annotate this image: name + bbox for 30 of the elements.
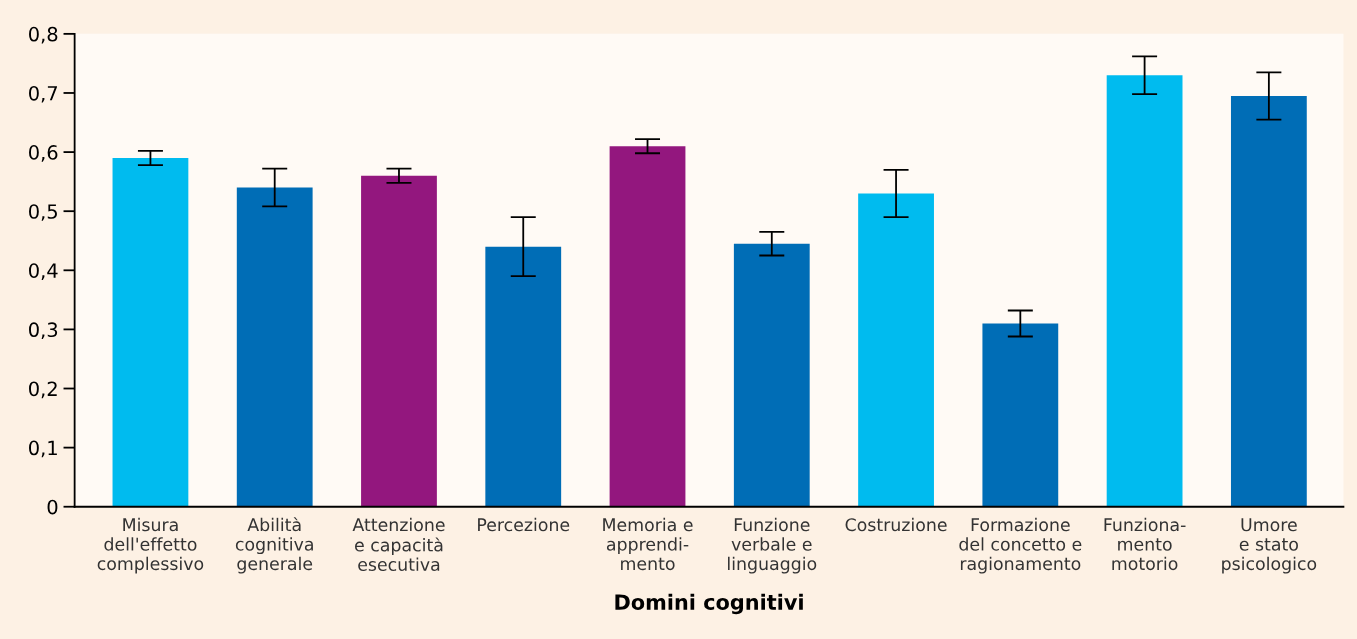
x-axis-title: Domini cognitivi [615,593,803,615]
x-tick-label: Percezione [478,517,570,532]
y-tick-label: 0,2 [29,381,57,399]
bar [733,243,810,507]
x-tick-label: Abilità cognitiva generale [235,517,313,574]
x-tick-label: Memoria e apprendi- mento [603,517,693,571]
bar [112,157,189,507]
y-tick-label: 0,8 [29,26,58,44]
y-tick-label: 0,5 [29,204,57,221]
x-tick-label: Attenzione e capacità esecutiva [352,517,445,571]
x-tick-label: Funzione verbale e linguaggio [728,517,817,574]
x-tick-label: Formazione del concetto e ragionamento [959,517,1082,574]
y-tick-label: 0,4 [29,263,58,280]
bar [361,175,437,507]
x-tick-label: Umore e stato psicologico [1222,518,1317,574]
y-tick-label: 0 [47,499,58,515]
bar [1230,95,1307,507]
bar [858,193,934,507]
bar [609,146,686,507]
x-tick-label: Costruzione [845,517,947,532]
bar [982,323,1059,507]
y-tick-label: 0,6 [29,145,58,162]
bar [236,187,313,507]
bar [485,246,562,507]
x-tick-label: Funziona- mento motorio [1104,517,1186,571]
y-tick-label: 0,7 [29,85,57,103]
bar [1106,75,1183,507]
x-tick-label: Misura dell'effetto complessivo [97,517,204,574]
y-tick-label: 0,1 [29,440,57,458]
y-tick-label: 0,3 [29,322,58,340]
